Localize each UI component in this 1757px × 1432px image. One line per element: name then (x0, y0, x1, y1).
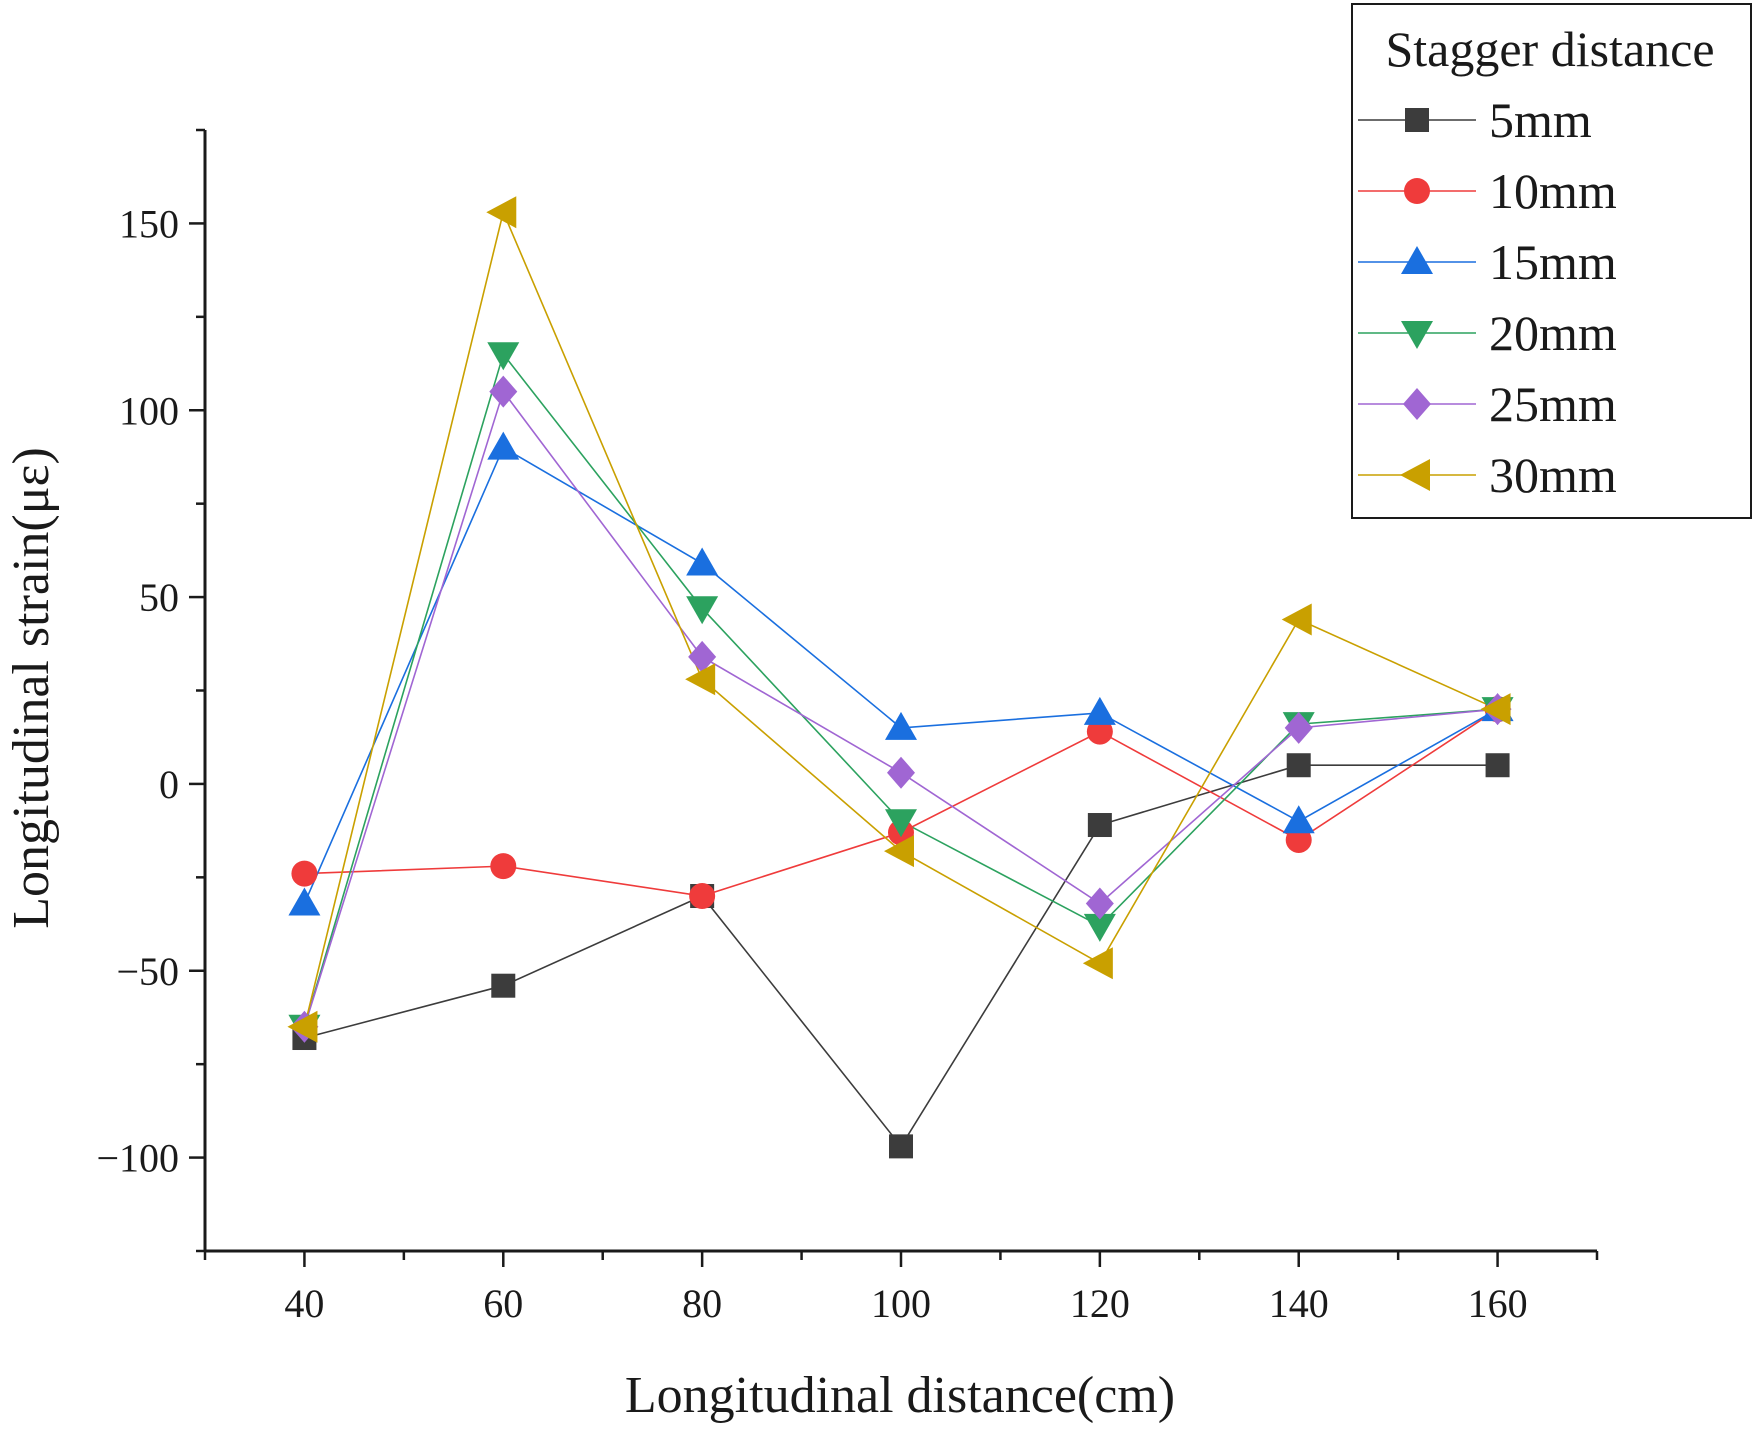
series-points-25mm (290, 375, 1512, 1043)
data-point-25mm (887, 756, 915, 789)
data-point-30mm (1281, 603, 1312, 636)
legend-marker-30mm (1400, 459, 1430, 491)
legend-marker-25mm (1403, 388, 1431, 420)
data-point-10mm (1086, 718, 1113, 745)
legend-item-5mm: 5mm (1358, 92, 1592, 148)
legend-label-20mm: 20mm (1489, 305, 1617, 361)
legend-item-10mm: 10mm (1358, 163, 1617, 219)
legend-title: Stagger distance (1385, 21, 1714, 77)
data-point-25mm (688, 640, 717, 673)
legend-marker-20mm (1401, 321, 1433, 349)
data-point-30mm (1082, 947, 1113, 980)
data-point-30mm (1480, 693, 1511, 726)
series-30mm (303, 209, 1498, 1027)
x-tick-label: 60 (483, 1281, 523, 1326)
legend-label-30mm: 30mm (1489, 447, 1617, 503)
data-point-10mm (689, 883, 716, 910)
y-axis-title: Longitudinal strain(με) (3, 447, 60, 929)
data-point-15mm (288, 887, 321, 916)
legend-item-15mm: 15mm (1358, 234, 1617, 290)
x-tick-label: 120 (1070, 1281, 1130, 1326)
legend-label-10mm: 10mm (1489, 163, 1617, 219)
legend-marker-15mm (1401, 246, 1433, 274)
data-point-5mm (1286, 753, 1311, 778)
series-25mm (303, 389, 1498, 1028)
series-points-20mm (288, 342, 1514, 1043)
series-points-30mm (287, 196, 1511, 1043)
data-point-10mm (1285, 826, 1312, 853)
legend-label-5mm: 5mm (1489, 92, 1592, 148)
data-point-15mm (885, 711, 917, 740)
y-tick-label: −50 (116, 949, 179, 994)
legend-marker-10mm (1404, 178, 1430, 204)
data-point-5mm (1485, 753, 1510, 778)
data-point-15mm (686, 547, 719, 576)
data-point-30mm (884, 835, 914, 868)
legend-label-15mm: 15mm (1489, 234, 1617, 290)
x-tick-label: 140 (1269, 1281, 1329, 1326)
data-point-5mm (491, 973, 516, 998)
legend: Stagger distance 5mm 10mm 15mm 20mm 25mm 30mm (1351, 3, 1752, 519)
data-point-30mm (685, 663, 716, 696)
series-line-30mm (303, 209, 1498, 1027)
legend-marker-5mm (1405, 108, 1429, 132)
data-point-20mm (487, 342, 520, 371)
y-tick-label: 50 (139, 575, 179, 620)
x-tick-label: 40 (284, 1281, 324, 1326)
data-point-15mm (487, 431, 520, 460)
legend-items: 5mm 10mm 15mm 20mm 25mm 30mm (1358, 92, 1617, 503)
series-points-5mm (292, 753, 1510, 1159)
x-tick-label: 160 (1468, 1281, 1528, 1326)
data-point-10mm (490, 853, 517, 880)
data-point-25mm (1085, 887, 1114, 920)
y-tick-label: 0 (159, 762, 179, 807)
y-tick-label: 100 (119, 388, 179, 433)
data-point-30mm (287, 1010, 318, 1043)
data-point-30mm (486, 196, 517, 229)
y-tick-label: 150 (119, 201, 179, 246)
x-tick-label: 100 (871, 1281, 931, 1326)
legend-label-25mm: 25mm (1489, 376, 1617, 432)
data-point-20mm (1083, 913, 1116, 942)
series-layer (287, 196, 1514, 1159)
data-point-20mm (686, 596, 719, 625)
y-tick-label: −100 (96, 1136, 179, 1181)
data-point-25mm (1284, 711, 1313, 744)
data-point-20mm (885, 809, 917, 838)
data-point-5mm (889, 1134, 913, 1159)
data-point-15mm (1083, 696, 1116, 725)
series-line-25mm (303, 389, 1498, 1028)
data-point-5mm (1087, 813, 1112, 838)
data-point-25mm (489, 375, 518, 408)
legend-item-30mm: 30mm (1358, 447, 1617, 503)
legend-item-25mm: 25mm (1358, 376, 1617, 432)
data-point-15mm (1282, 805, 1315, 834)
axes: 40 60 80 100 120 140 160 −100 −50 0 50 100 150 (96, 128, 1599, 1326)
x-tick-label: 80 (682, 1281, 722, 1326)
legend-item-20mm: 20mm (1358, 305, 1617, 361)
x-axis-title: Longitudinal distance(cm) (625, 1367, 1175, 1424)
data-point-10mm (291, 860, 318, 887)
